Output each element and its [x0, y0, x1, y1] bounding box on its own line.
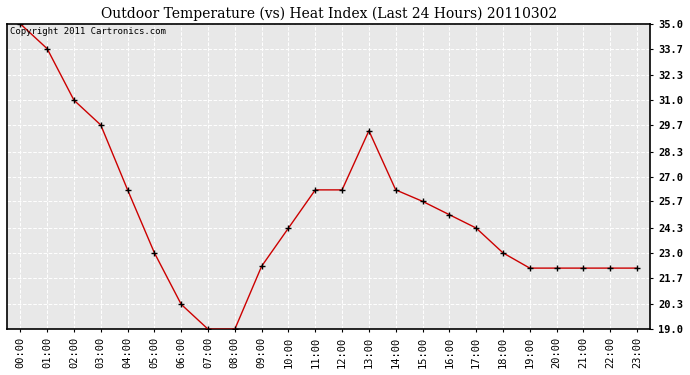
Text: Copyright 2011 Cartronics.com: Copyright 2011 Cartronics.com [10, 27, 166, 36]
Title: Outdoor Temperature (vs) Heat Index (Last 24 Hours) 20110302: Outdoor Temperature (vs) Heat Index (Las… [101, 7, 557, 21]
